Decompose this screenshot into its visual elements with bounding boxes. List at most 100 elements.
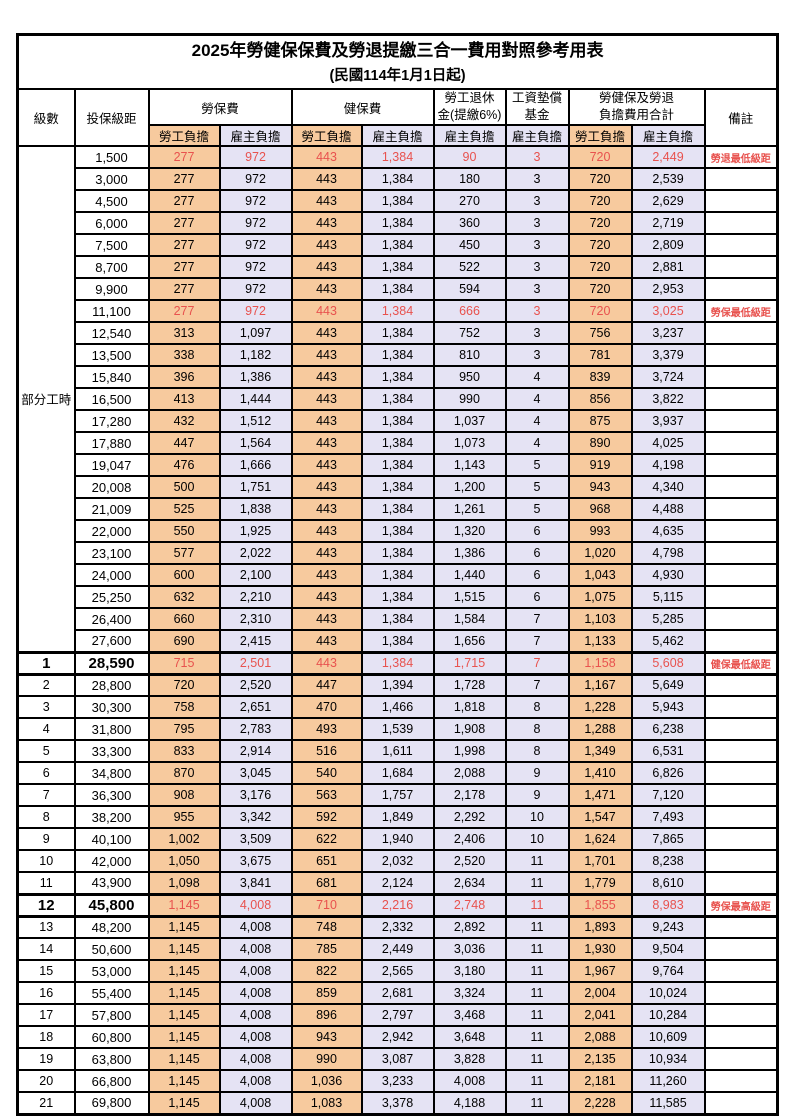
total-employer-cell: 10,934 <box>630 1047 706 1071</box>
salary-cell: 3,000 <box>73 167 150 191</box>
pension-employer-cell: 3,036 <box>432 937 507 961</box>
health-fee-employer-cell: 1,384 <box>360 387 435 411</box>
note-cell <box>703 1069 779 1093</box>
total-employee-cell: 1,855 <box>567 892 633 918</box>
labor-fee-employee-cell: 396 <box>147 365 221 389</box>
total-employer-cell: 4,930 <box>630 563 706 587</box>
table-row: 25,250 632 2,210 443 1,384 1,515 6 1,075 5,115 <box>18 585 779 609</box>
total-employer-cell: 8,610 <box>630 871 706 895</box>
total-employer-cell: 4,798 <box>630 541 706 565</box>
fee-table-body: 部分工時 1,500 277 972 443 1,384 90 3 720 2,449 勞退最低級距… <box>16 145 779 1115</box>
note-cell <box>703 871 779 895</box>
note-cell <box>703 365 779 389</box>
table-row: 19,047 476 1,666 443 1,384 1,143 5 919 4,198 <box>18 453 779 477</box>
total-employer-cell: 2,539 <box>630 167 706 191</box>
labor-fee-employee-cell: 525 <box>147 497 221 521</box>
total-employer-cell: 2,629 <box>630 189 706 213</box>
total-employer-cell: 4,488 <box>630 497 706 521</box>
labor-fee-employer-cell: 3,675 <box>218 849 293 873</box>
labor-fee-employer-cell: 972 <box>218 167 293 191</box>
health-fee-employer-cell: 1,384 <box>360 519 435 543</box>
health-fee-employer-cell: 1,384 <box>360 541 435 565</box>
health-fee-employer-cell: 1,384 <box>360 277 435 301</box>
level-cell: 14 <box>16 937 76 961</box>
labor-fee-employee-cell: 1,145 <box>147 981 221 1005</box>
table-row: 7,500 277 972 443 1,384 450 3 720 2,809 <box>18 233 779 257</box>
health-fee-employee-cell: 822 <box>290 959 363 983</box>
note-cell <box>703 607 779 631</box>
pension-employer-cell: 1,143 <box>432 453 507 477</box>
table-row: 9,900 277 972 443 1,384 594 3 720 2,953 <box>18 277 779 301</box>
total-employer-cell: 9,764 <box>630 959 706 983</box>
labor-fee-employer-cell: 2,501 <box>218 650 293 676</box>
level-cell: 16 <box>16 981 76 1005</box>
table-row: 23,100 577 2,022 443 1,384 1,386 6 1,020 4,798 <box>18 541 779 565</box>
health-fee-employer-cell: 1,384 <box>360 431 435 455</box>
table-row: 3 30,300 758 2,651 470 1,466 1,818 8 1,228 5,943 <box>16 695 779 719</box>
labor-fee-employer-cell: 972 <box>218 211 293 235</box>
note-cell <box>703 497 779 521</box>
labor-fee-employer-cell: 4,008 <box>218 1069 293 1093</box>
pension-employer-cell: 2,634 <box>432 871 507 895</box>
total-employee-cell: 856 <box>567 387 633 411</box>
total-employee-cell: 1,103 <box>567 607 633 631</box>
health-fee-employer-cell: 1,384 <box>360 475 435 499</box>
level-cell: 18 <box>16 1025 76 1049</box>
level-cell: 17 <box>16 1003 76 1027</box>
level-cell: 19 <box>16 1047 76 1071</box>
note-cell <box>703 959 779 983</box>
pension-employer-cell: 666 <box>432 299 507 323</box>
header-total: 勞健保及勞退 負擔費用合計 <box>567 88 706 126</box>
labor-fee-employer-cell: 2,100 <box>218 563 293 587</box>
pension-employer-cell: 1,515 <box>432 585 507 609</box>
header-total-line1: 勞健保及勞退 <box>598 91 674 105</box>
health-fee-employer-cell: 1,384 <box>360 650 435 676</box>
note-cell <box>703 629 779 653</box>
total-employee-cell: 919 <box>567 453 633 477</box>
health-fee-employer-cell: 3,233 <box>360 1069 435 1093</box>
total-employee-cell: 875 <box>567 409 633 433</box>
labor-fee-employer-cell: 4,008 <box>218 1025 293 1049</box>
health-fee-employer-cell: 1,384 <box>360 211 435 235</box>
wage-fund-employer-cell: 3 <box>504 255 570 279</box>
table-row: 19 63,800 1,145 4,008 990 3,087 3,828 11 2,135 10… <box>16 1047 779 1071</box>
note-cell <box>703 409 779 433</box>
note-cell <box>703 1091 779 1115</box>
labor-fee-employee-cell: 1,145 <box>147 1003 221 1027</box>
pension-employer-cell: 270 <box>432 189 507 213</box>
note-cell: 勞退最低級距 <box>703 145 779 169</box>
health-fee-employer-cell: 1,394 <box>360 673 435 697</box>
header-total-line2: 負擔費用合計 <box>598 108 674 122</box>
pension-employer-cell: 3,468 <box>432 1003 507 1027</box>
subheader-total-employee: 勞工負擔 <box>567 124 633 147</box>
total-employee-cell: 1,779 <box>567 871 633 895</box>
pension-employer-cell: 1,818 <box>432 695 507 719</box>
health-fee-employee-cell: 443 <box>290 211 363 235</box>
health-fee-employee-cell: 443 <box>290 453 363 477</box>
table-row: 6,000 277 972 443 1,384 360 3 720 2,719 <box>18 211 779 235</box>
total-employee-cell: 720 <box>567 277 633 301</box>
salary-cell: 31,800 <box>73 717 150 741</box>
health-fee-employee-cell: 443 <box>290 409 363 433</box>
salary-cell: 36,300 <box>73 783 150 807</box>
note-cell <box>703 717 779 741</box>
health-fee-employee-cell: 443 <box>290 541 363 565</box>
labor-fee-employer-cell: 1,838 <box>218 497 293 521</box>
labor-fee-employee-cell: 908 <box>147 783 221 807</box>
note-cell <box>703 827 779 851</box>
health-fee-employee-cell: 443 <box>290 167 363 191</box>
health-fee-employee-cell: 443 <box>290 189 363 213</box>
labor-fee-employer-cell: 2,520 <box>218 673 293 697</box>
pension-employer-cell: 594 <box>432 277 507 301</box>
labor-fee-employer-cell: 972 <box>218 277 293 301</box>
salary-cell: 38,200 <box>73 805 150 829</box>
wage-fund-employer-cell: 11 <box>504 1025 570 1049</box>
salary-cell: 24,000 <box>73 563 150 587</box>
note-cell <box>703 783 779 807</box>
pension-employer-cell: 2,406 <box>432 827 507 851</box>
labor-fee-employer-cell: 4,008 <box>218 959 293 983</box>
wage-fund-employer-cell: 7 <box>504 629 570 653</box>
total-employee-cell: 1,967 <box>567 959 633 983</box>
health-fee-employee-cell: 540 <box>290 761 363 785</box>
table-header: 2025年勞健保保費及勞退提繳三合一費用對照參考用表 (民國114年1月1日起)… <box>16 33 779 147</box>
